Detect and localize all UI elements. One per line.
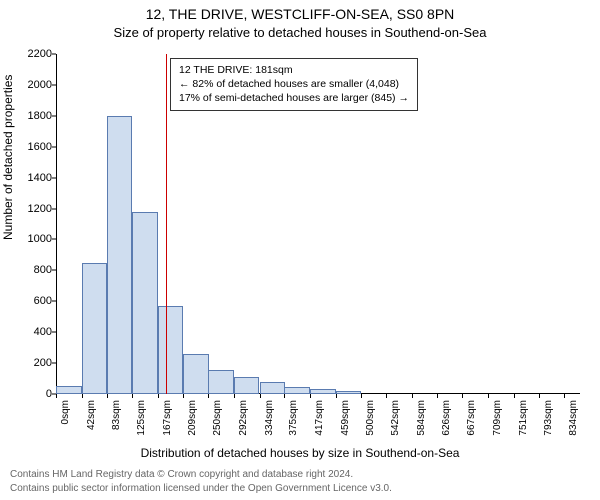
x-tick-label: 667sqm xyxy=(466,400,477,450)
annotation-line3: 17% of semi-detached houses are larger (… xyxy=(179,91,409,105)
y-axis-line xyxy=(56,54,57,394)
x-tick-label: 542sqm xyxy=(390,400,401,450)
y-tick-mark xyxy=(52,332,56,333)
y-tick-label: 200 xyxy=(18,357,52,369)
annotation-box: 12 THE DRIVE: 181sqm ← 82% of detached h… xyxy=(170,58,418,111)
x-tick-label: 167sqm xyxy=(162,400,173,450)
x-tick-mark xyxy=(361,394,362,398)
x-axis-label: Distribution of detached houses by size … xyxy=(0,446,600,460)
x-tick-label: 209sqm xyxy=(187,400,198,450)
x-tick-mark xyxy=(539,394,540,398)
histogram-bar xyxy=(284,387,310,394)
histogram-bar xyxy=(310,389,336,394)
x-tick-label: 250sqm xyxy=(212,400,223,450)
y-tick-mark xyxy=(52,84,56,85)
y-tick-label: 1400 xyxy=(18,172,52,184)
histogram-bar xyxy=(56,386,82,394)
x-tick-label: 793sqm xyxy=(543,400,554,450)
x-tick-mark xyxy=(386,394,387,398)
x-tick-mark xyxy=(284,394,285,398)
x-tick-label: 375sqm xyxy=(288,400,299,450)
y-tick-label: 1600 xyxy=(18,141,52,153)
footer-line2: Contains public sector information licen… xyxy=(10,483,392,494)
chart-title-line2: Size of property relative to detached ho… xyxy=(0,25,600,40)
x-tick-mark xyxy=(82,394,83,398)
y-tick-label: 0 xyxy=(18,388,52,400)
x-tick-label: 42sqm xyxy=(86,400,97,450)
x-tick-label: 83sqm xyxy=(111,400,122,450)
reference-line xyxy=(166,54,167,394)
y-tick-mark xyxy=(52,301,56,302)
y-tick-label: 800 xyxy=(18,264,52,276)
annotation-line2: ← 82% of detached houses are smaller (4,… xyxy=(179,77,409,91)
histogram-bar xyxy=(132,212,158,394)
chart-container: 12, THE DRIVE, WESTCLIFF-ON-SEA, SS0 8PN… xyxy=(0,0,600,500)
x-tick-mark xyxy=(158,394,159,398)
x-tick-mark xyxy=(310,394,311,398)
y-axis-label: Number of detached properties xyxy=(1,75,15,240)
chart-title-line1: 12, THE DRIVE, WESTCLIFF-ON-SEA, SS0 8PN xyxy=(0,6,600,22)
y-tick-label: 2000 xyxy=(18,79,52,91)
x-tick-label: 626sqm xyxy=(441,400,452,450)
x-tick-mark xyxy=(462,394,463,398)
y-tick-label: 1000 xyxy=(18,233,52,245)
y-tick-label: 1200 xyxy=(18,203,52,215)
x-tick-mark xyxy=(183,394,184,398)
histogram-bar xyxy=(82,263,108,394)
x-tick-label: 334sqm xyxy=(264,400,275,450)
y-tick-label: 2200 xyxy=(18,48,52,60)
x-tick-mark xyxy=(488,394,489,398)
y-tick-mark xyxy=(52,208,56,209)
y-tick-label: 1800 xyxy=(18,110,52,122)
x-tick-mark xyxy=(564,394,565,398)
footer-line1: Contains HM Land Registry data © Crown c… xyxy=(10,469,353,480)
x-tick-label: 125sqm xyxy=(136,400,147,450)
x-tick-label: 834sqm xyxy=(568,400,579,450)
y-tick-mark xyxy=(52,115,56,116)
y-tick-label: 600 xyxy=(18,295,52,307)
annotation-line1: 12 THE DRIVE: 181sqm xyxy=(179,63,409,77)
y-tick-mark xyxy=(52,363,56,364)
histogram-bar xyxy=(336,391,362,394)
x-tick-mark xyxy=(412,394,413,398)
x-tick-label: 459sqm xyxy=(340,400,351,450)
y-tick-mark xyxy=(52,146,56,147)
x-tick-label: 584sqm xyxy=(416,400,427,450)
x-tick-mark xyxy=(336,394,337,398)
x-tick-mark xyxy=(107,394,108,398)
histogram-bar xyxy=(158,306,184,394)
y-tick-mark xyxy=(52,177,56,178)
y-tick-mark xyxy=(52,239,56,240)
x-tick-mark xyxy=(437,394,438,398)
x-tick-label: 0sqm xyxy=(60,400,71,450)
x-tick-label: 292sqm xyxy=(238,400,249,450)
x-tick-mark xyxy=(56,394,57,398)
x-tick-mark xyxy=(132,394,133,398)
plot-area: 0200400600800100012001400160018002000220… xyxy=(56,54,580,394)
histogram-bar xyxy=(208,370,234,394)
x-tick-label: 751sqm xyxy=(518,400,529,450)
x-tick-label: 500sqm xyxy=(365,400,376,450)
y-tick-mark xyxy=(52,270,56,271)
histogram-bar xyxy=(183,354,209,394)
x-tick-mark xyxy=(260,394,261,398)
x-tick-mark xyxy=(514,394,515,398)
x-tick-mark xyxy=(234,394,235,398)
x-tick-label: 417sqm xyxy=(314,400,325,450)
histogram-bar xyxy=(234,377,260,394)
histogram-bar xyxy=(260,382,286,394)
histogram-bar xyxy=(107,116,133,394)
y-tick-mark xyxy=(52,54,56,55)
x-tick-mark xyxy=(208,394,209,398)
x-tick-label: 709sqm xyxy=(492,400,503,450)
y-tick-label: 400 xyxy=(18,326,52,338)
